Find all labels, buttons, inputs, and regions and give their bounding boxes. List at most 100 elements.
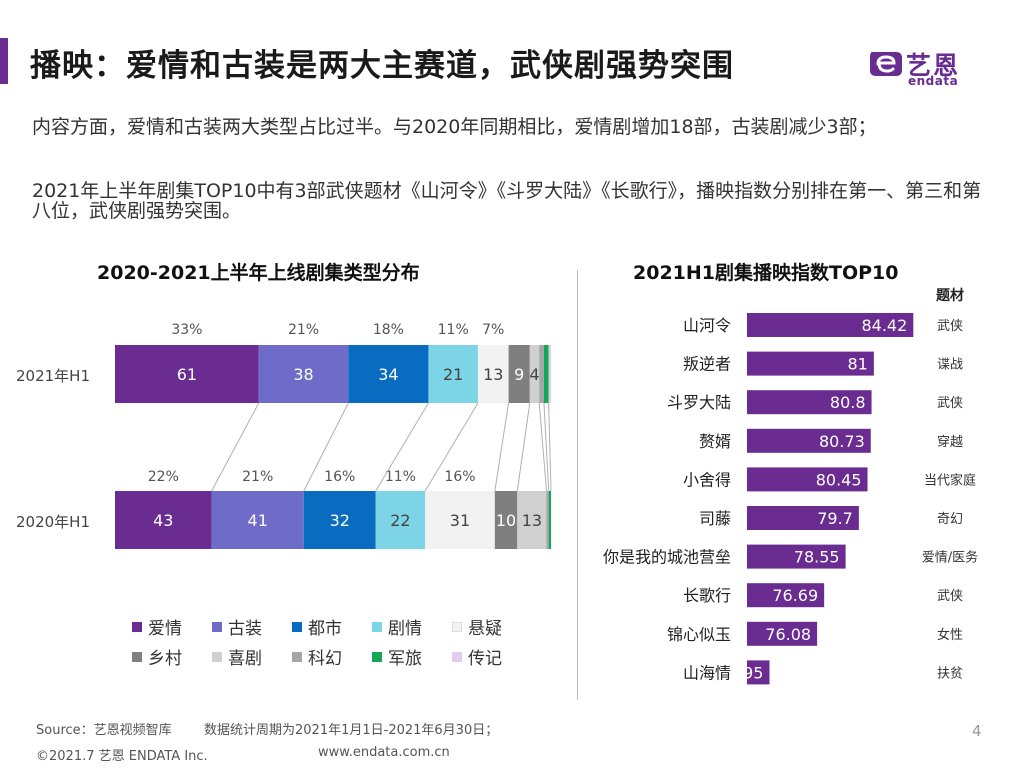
index-bar bbox=[747, 544, 846, 569]
genre-label: 爱情/医务 bbox=[922, 550, 978, 566]
bar-segment-爱情 bbox=[115, 345, 259, 403]
genre-label: 奇幻 bbox=[937, 511, 963, 527]
endata-logo-icon bbox=[870, 52, 902, 76]
index-value-label: 81 bbox=[848, 355, 868, 374]
connector-line bbox=[516, 402, 531, 492]
bar-value-label: 21 bbox=[443, 365, 463, 384]
legend-item-乡村: 乡村 bbox=[132, 644, 182, 669]
left-chart-title: 2020-2021上半年上线剧集类型分布 bbox=[97, 262, 420, 284]
bar-segment-剧情 bbox=[428, 345, 478, 403]
index-value-label: 78.55 bbox=[794, 548, 840, 567]
bar-percent-label: 18% bbox=[373, 322, 404, 338]
drama-name-label: 小舍得 bbox=[683, 470, 731, 489]
bar-segment-军旅 bbox=[548, 491, 551, 549]
bar-value-label: 43 bbox=[153, 511, 173, 530]
legend-item-传记: 传记 bbox=[452, 644, 502, 669]
drama-name-label: 山海情 bbox=[683, 663, 731, 682]
logo-text-en: endata bbox=[908, 74, 959, 88]
drama-name-label: 山河令 bbox=[683, 316, 731, 335]
index-value-label: 76.69 bbox=[772, 586, 818, 605]
bar-segment-喜剧 bbox=[529, 345, 540, 403]
index-bar bbox=[747, 621, 818, 646]
connector-line bbox=[494, 402, 510, 492]
legend-item-悬疑: 悬疑 bbox=[452, 614, 502, 639]
connector-line bbox=[424, 402, 479, 492]
drama-name-label: 你是我的城池营垒 bbox=[603, 548, 731, 567]
legend-swatch bbox=[372, 651, 382, 662]
index-bar bbox=[747, 506, 859, 530]
genre-label: 武侠 bbox=[937, 589, 963, 604]
legend-item-剧情: 剧情 bbox=[372, 614, 422, 639]
index-bar bbox=[747, 583, 825, 608]
bar-segment-都市 bbox=[348, 345, 429, 403]
genre-column-header: 题材 bbox=[936, 287, 964, 304]
legend-swatch bbox=[132, 651, 142, 662]
legend-item-古装: 古装 bbox=[212, 614, 262, 639]
index-value-label: 76.08 bbox=[765, 625, 811, 644]
bar-percent-label: 33% bbox=[171, 322, 202, 338]
legend-label: 传记 bbox=[468, 649, 502, 669]
bar-value-label: 13 bbox=[522, 511, 542, 530]
bar-segment-都市 bbox=[303, 491, 376, 549]
bar-segment-古装 bbox=[211, 491, 304, 549]
chart-divider bbox=[577, 270, 578, 700]
legend-label: 剧情 bbox=[388, 619, 422, 639]
bar-segment-悬疑 bbox=[477, 345, 509, 403]
bar-value-label: 31 bbox=[450, 511, 470, 530]
bar-value-label: 10 bbox=[496, 511, 516, 530]
bar-value-label: 41 bbox=[248, 511, 268, 530]
bar-segment-科幻 bbox=[539, 345, 544, 403]
index-bar bbox=[747, 467, 868, 492]
drama-name-label: 赘婿 bbox=[699, 432, 731, 451]
bar-percent-label: 21% bbox=[288, 322, 319, 338]
connector-line bbox=[538, 402, 548, 492]
legend-swatch bbox=[292, 621, 302, 632]
connector-line bbox=[211, 402, 260, 492]
intro-paragraph-2: 2021年上半年剧集TOP10中有3部武侠题材《山河令》《斗罗大陆》《长歌行》，… bbox=[32, 180, 982, 222]
genre-label: 谍战 bbox=[937, 358, 963, 373]
genre-stacked-bar-chart: 61 33% 38 21% 34 18% 21 11% 13 7% 9 4 43 22% 41 21% 32 16… bbox=[115, 322, 552, 549]
endata-logo: 艺恩 endata bbox=[866, 44, 986, 90]
legend-swatch bbox=[212, 621, 222, 632]
legend-label: 古装 bbox=[228, 619, 262, 639]
bar-value-label: 61 bbox=[177, 365, 197, 384]
bar-segment-科幻 bbox=[546, 491, 549, 549]
index-bar bbox=[747, 390, 872, 415]
bar-segment-喜剧 bbox=[517, 491, 547, 549]
page-title: 播映：爱情和古装是两大主赛道，武侠剧强势突围 bbox=[30, 48, 734, 84]
right-chart-title: 2021H1剧集播映指数TOP10 bbox=[633, 262, 899, 284]
bar-value-label: 22 bbox=[390, 511, 410, 530]
bar-segment-传记 bbox=[548, 345, 551, 403]
footer-website: www.endata.com.cn bbox=[318, 745, 450, 760]
bar-percent-label: 11% bbox=[438, 322, 469, 338]
bar-segment-爱情 bbox=[115, 491, 212, 549]
bar-segment-军旅 bbox=[543, 345, 549, 403]
legend-item-军旅: 军旅 bbox=[372, 644, 422, 669]
drama-name-label: 长歌行 bbox=[683, 586, 731, 605]
legend-item-科幻: 科幻 bbox=[292, 644, 342, 669]
connector-line bbox=[543, 402, 550, 492]
bar-segment-古装 bbox=[258, 345, 349, 403]
legend-swatch bbox=[212, 651, 222, 662]
legend-label: 科幻 bbox=[308, 649, 342, 669]
drama-name-label: 司藤 bbox=[699, 509, 731, 528]
legend-label: 军旅 bbox=[388, 649, 422, 669]
legend-swatch bbox=[132, 621, 142, 632]
row-label-2020: 2020年H1 bbox=[16, 513, 90, 531]
legend-label: 都市 bbox=[308, 619, 342, 639]
legend-item-都市: 都市 bbox=[292, 614, 342, 639]
index-value-label: 80.45 bbox=[816, 470, 862, 489]
genre-label: 扶贫 bbox=[937, 665, 963, 681]
bar-value-label: 4 bbox=[529, 365, 539, 384]
connector-line bbox=[548, 402, 552, 492]
bar-percent-label: 22% bbox=[148, 469, 179, 485]
bar-percent-label: 16% bbox=[324, 469, 355, 485]
bar-percent-label: 11% bbox=[385, 469, 416, 485]
row-label-2021: 2021年H1 bbox=[16, 367, 90, 385]
page-number: 4 bbox=[972, 722, 982, 740]
connector-line bbox=[375, 402, 429, 492]
legend-label: 乡村 bbox=[148, 649, 182, 669]
bar-value-label: 34 bbox=[378, 365, 398, 384]
bar-value-label: 32 bbox=[330, 511, 350, 530]
